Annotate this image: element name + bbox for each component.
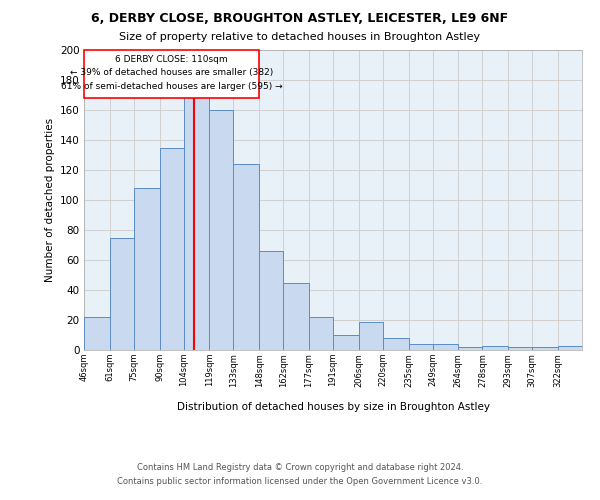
FancyBboxPatch shape bbox=[84, 50, 259, 98]
Bar bbox=[184, 95, 209, 350]
Bar bbox=[458, 347, 482, 350]
Y-axis label: Number of detached properties: Number of detached properties bbox=[44, 118, 55, 282]
Bar bbox=[409, 344, 433, 350]
Text: Contains HM Land Registry data © Crown copyright and database right 2024.: Contains HM Land Registry data © Crown c… bbox=[137, 462, 463, 471]
Bar bbox=[333, 335, 359, 350]
Bar bbox=[84, 317, 110, 350]
Text: Size of property relative to detached houses in Broughton Astley: Size of property relative to detached ho… bbox=[119, 32, 481, 42]
Text: Contains public sector information licensed under the Open Government Licence v3: Contains public sector information licen… bbox=[118, 478, 482, 486]
Bar bbox=[233, 164, 259, 350]
Text: 6 DERBY CLOSE: 110sqm: 6 DERBY CLOSE: 110sqm bbox=[115, 54, 228, 64]
Bar bbox=[283, 282, 309, 350]
Bar bbox=[259, 251, 283, 350]
Bar bbox=[508, 347, 532, 350]
Bar bbox=[309, 317, 333, 350]
Text: ← 39% of detached houses are smaller (382): ← 39% of detached houses are smaller (38… bbox=[70, 68, 273, 77]
Bar bbox=[359, 322, 383, 350]
Bar bbox=[433, 344, 458, 350]
Text: 6, DERBY CLOSE, BROUGHTON ASTLEY, LEICESTER, LE9 6NF: 6, DERBY CLOSE, BROUGHTON ASTLEY, LEICES… bbox=[91, 12, 509, 26]
Bar bbox=[383, 338, 409, 350]
Bar bbox=[209, 110, 233, 350]
Bar bbox=[558, 346, 582, 350]
Bar bbox=[532, 347, 558, 350]
Text: Distribution of detached houses by size in Broughton Astley: Distribution of detached houses by size … bbox=[176, 402, 490, 412]
Text: 61% of semi-detached houses are larger (595) →: 61% of semi-detached houses are larger (… bbox=[61, 82, 283, 91]
Bar bbox=[160, 148, 184, 350]
Bar bbox=[482, 346, 508, 350]
Bar bbox=[134, 188, 160, 350]
Bar bbox=[110, 238, 134, 350]
